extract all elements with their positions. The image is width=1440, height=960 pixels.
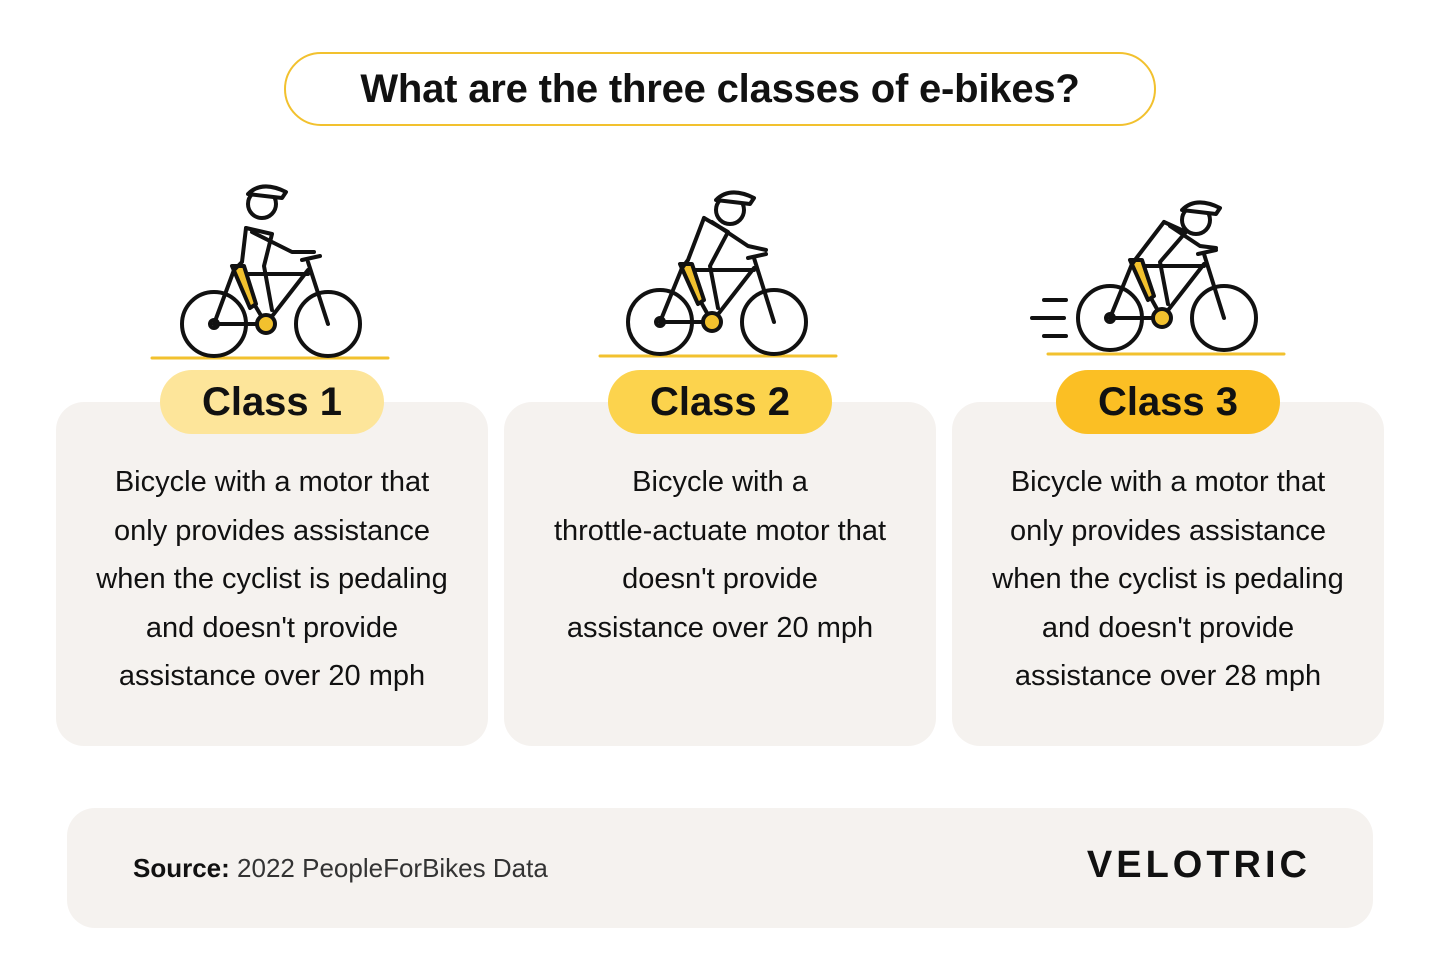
source-label: Source: (133, 853, 230, 883)
class-3-label: Class 3 (1097, 379, 1239, 424)
class-2-label: Class 2 (649, 379, 791, 424)
class-3-description: Bicycle with a motor that only provides … (976, 458, 1360, 701)
description-line: Bicycle with a (632, 466, 808, 498)
description-line: when the cyclist is pedaling (992, 563, 1344, 595)
class-1-badge: Class 1 (160, 370, 384, 434)
class-1-card (56, 402, 488, 746)
cyclist-speed-icon (1030, 200, 1286, 356)
class-2-column: Class 2 Bicycle with a throttle-actuate … (504, 170, 936, 750)
description-line: when the cyclist is pedaling (96, 563, 448, 595)
class-2-description: Bicycle with a throttle-actuate motor th… (528, 458, 912, 652)
description-line: only provides assistance (114, 514, 430, 547)
description-line: throttle-actuate motor that (553, 514, 887, 547)
source-value: 2022 PeopleForBikes Data (237, 853, 548, 883)
description-line: only provides assistance (1010, 514, 1326, 547)
class-2-badge: Class 2 (608, 370, 832, 434)
description-line: Bicycle with a motor that (114, 466, 430, 498)
class-3-card (952, 402, 1384, 746)
description-line: assistance over 20 mph (566, 611, 874, 644)
description-line: assistance over 28 mph (1014, 660, 1322, 692)
brand-logo: VELOTRIC (1086, 844, 1311, 886)
cyclist-upright-icon (150, 184, 390, 360)
class-1-description: Bicycle with a motor that only provides … (80, 458, 464, 701)
title-pill: What are the three classes of e-bikes? (284, 52, 1156, 126)
class-1-label: Class 1 (201, 379, 343, 424)
footer: Source: 2022 PeopleForBikes Data VELOTRI… (67, 808, 1373, 928)
class-3-column: Class 3 Bicycle with a motor that only p… (952, 170, 1384, 750)
page-title: What are the three classes of e-bikes? (360, 66, 1080, 111)
description-line: and doesn't provide (145, 611, 399, 644)
description-line: assistance over 20 mph (118, 660, 426, 692)
class-2-card (504, 402, 936, 746)
class-1-column: Class 1 Bicycle with a motor that only p… (56, 170, 488, 750)
class-3-badge: Class 3 (1056, 370, 1280, 434)
description-line: doesn't provide (622, 563, 818, 595)
cyclist-leaning-icon (598, 190, 838, 358)
description-line: and doesn't provide (1041, 611, 1295, 644)
source-citation: Source: 2022 PeopleForBikes Data (133, 848, 548, 888)
description-line: Bicycle with a motor that (1010, 466, 1326, 498)
